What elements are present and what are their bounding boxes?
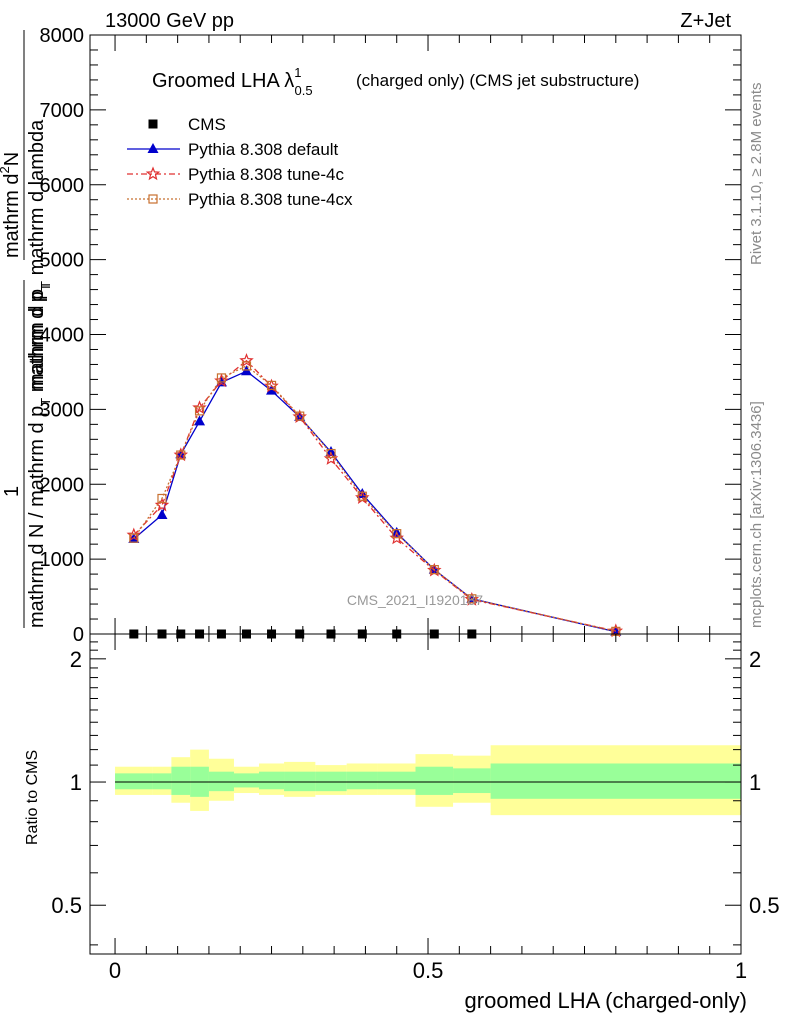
tune4cx-marker xyxy=(357,491,367,501)
plot-title-rest: (charged only) (CMS jet substructure) xyxy=(356,71,639,90)
legend: CMS Pythia 8.308 default Pythia 8.308 tune… xyxy=(127,115,353,209)
tune4cx-marker xyxy=(176,450,186,460)
ratio-y-tick-label-right: 2 xyxy=(749,647,761,672)
inner-band-bin xyxy=(115,773,153,790)
default-marker xyxy=(194,415,206,426)
mcplots-label: mcplots.cern.ch [arXiv:1306.3436] xyxy=(748,401,765,628)
inner-band-bin xyxy=(415,766,454,795)
series-3 xyxy=(129,361,621,636)
legend-entry: Pythia 8.308 tune-4cx xyxy=(188,190,353,209)
inner-band-bin xyxy=(315,771,347,792)
ratio-y-tick-label: 2 xyxy=(70,647,82,672)
cms-data-point xyxy=(148,119,158,129)
ratio-y-tick-label: 0.5 xyxy=(51,893,82,918)
inner-band-bin xyxy=(208,771,234,792)
default-marker xyxy=(325,446,337,457)
y-tick-label: 2000 xyxy=(40,474,85,496)
legend-entry: Pythia 8.308 tune-4c xyxy=(188,165,344,184)
default-marker xyxy=(147,143,159,153)
y-tick-label: 8000 xyxy=(40,25,85,47)
tune4cx-marker xyxy=(148,194,158,204)
y-tick-label: 1000 xyxy=(40,549,85,571)
x-tick-label: 1 xyxy=(735,958,747,983)
plot-title: Groomed LHA λ1 0.5 xyxy=(152,65,313,98)
y-tick-label: 6000 xyxy=(40,175,85,197)
legend-entry: Pythia 8.308 default xyxy=(188,140,339,159)
y-tick-label: 4000 xyxy=(40,325,85,347)
rivet-label: Rivet 3.1.10, ≥ 2.8M events xyxy=(748,83,765,266)
x-tick-label: 0.5 xyxy=(413,958,444,983)
default-marker xyxy=(156,508,168,519)
series-line xyxy=(133,359,616,632)
tune4cx-marker xyxy=(429,565,439,575)
main-ylabel: mathrm d2N mathrm d pT mathrm d lambda 1… xyxy=(0,30,53,628)
ratio-axes: 0.5 0.5 1 1 2 2 0 0.5 1 xyxy=(51,634,780,983)
inner-band-bin xyxy=(490,763,741,799)
y-tick-label: 7000 xyxy=(40,100,85,122)
energy-label: 13000 GeV pp xyxy=(105,10,234,32)
tune4cx-marker xyxy=(266,380,277,391)
legend-entry: CMS xyxy=(188,115,226,134)
y-tick-label: 5000 xyxy=(40,250,85,272)
xlabel: groomed LHA (charged-only) xyxy=(465,988,747,1013)
tune4c-marker xyxy=(239,353,254,367)
series-line xyxy=(133,365,616,633)
ratio-ylabel: Ratio to CMS xyxy=(24,750,41,845)
ylabel-numerator: mathrm d2N xyxy=(0,152,23,258)
tune4cx-marker xyxy=(194,406,205,416)
process-label: Z+Jet xyxy=(680,10,731,32)
tune4cx-marker xyxy=(216,373,227,383)
y-tick-label: 3000 xyxy=(40,399,85,421)
tune4c-marker xyxy=(154,497,170,512)
inner-band-bin xyxy=(377,771,416,790)
ratio-bands xyxy=(115,745,741,816)
inner-band-bin xyxy=(171,766,191,795)
ylabel-prefactor: 1 xyxy=(1,486,23,497)
tune4cx-marker xyxy=(157,493,167,504)
tune4cx-marker xyxy=(295,411,305,421)
analysis-watermark: CMS_2021_I1920187 xyxy=(347,592,483,608)
ratio-y-tick-label-right: 1 xyxy=(749,770,761,795)
tune4cx-marker xyxy=(467,594,477,604)
ylabel-denominator: mathrm d pT mathrm d lambda xyxy=(26,119,53,390)
inner-band-bin xyxy=(259,771,285,790)
ylabel-prefactor-denominator: mathrm d N / mathrm d pT mathrm d pT xyxy=(26,283,53,628)
ratio-y-tick-label-right: 0.5 xyxy=(749,893,780,918)
ratio-plot-frame xyxy=(89,633,742,955)
inner-band-bin xyxy=(453,768,491,794)
y-tick-label: 0 xyxy=(73,624,84,646)
main-axes: 0 1000 2000 3000 4000 5000 6000 7000 8000 xyxy=(40,25,742,646)
tune4cx-marker xyxy=(129,533,139,543)
x-tick-label: 0 xyxy=(109,958,121,983)
tune4cx-marker xyxy=(392,529,402,539)
ratio-y-tick-label: 1 xyxy=(70,770,82,795)
tune4c-marker xyxy=(145,166,161,181)
inner-band-bin xyxy=(233,773,260,788)
tune4cx-marker xyxy=(241,361,252,371)
inner-band-bin xyxy=(346,771,378,790)
inner-band-bin xyxy=(284,771,316,792)
tune4cx-marker xyxy=(326,448,336,459)
inner-band-bin xyxy=(152,773,172,790)
